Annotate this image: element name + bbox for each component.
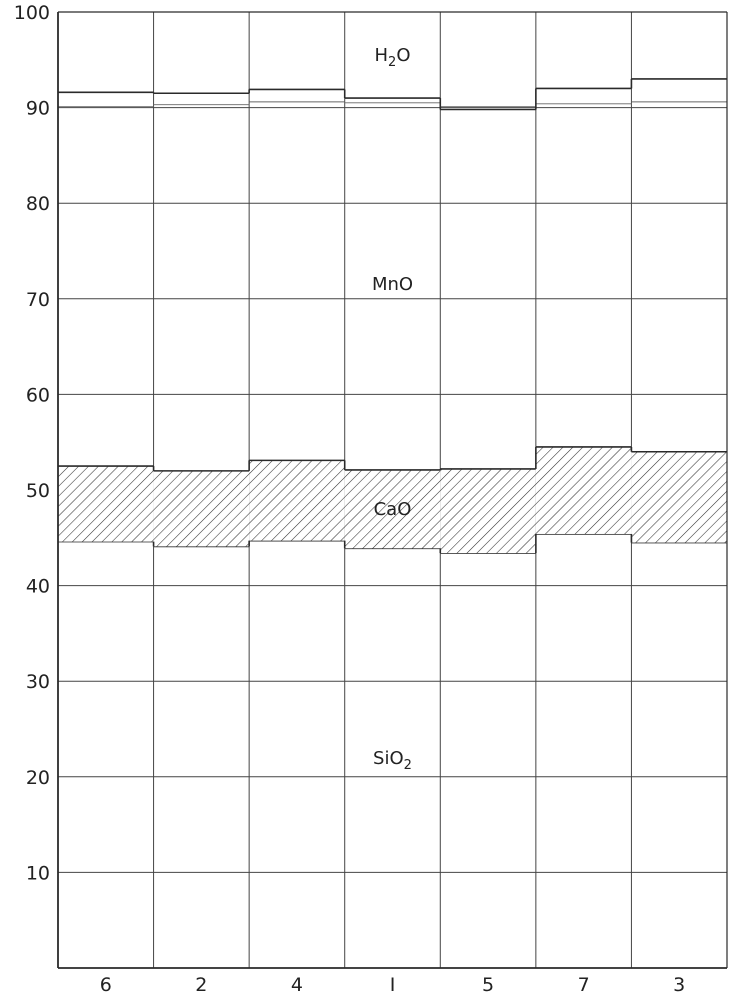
segment-cao-4 [249, 460, 345, 541]
x-category-label: 3 [673, 974, 685, 996]
y-tick-label: 40 [26, 576, 50, 598]
segment-h2o-5 [440, 12, 536, 110]
x-category-label: 2 [195, 974, 207, 996]
segment-cao-7 [535, 446, 632, 534]
segment-mno-7 [536, 88, 632, 447]
y-tick-label: 60 [26, 384, 50, 406]
segment-sio2-3 [631, 543, 727, 968]
axes-layer [57, 11, 728, 969]
segment-mno-6 [58, 92, 154, 466]
x-category-label: 5 [482, 974, 494, 996]
segment-cao-6 [58, 466, 154, 542]
y-tick-label: 20 [26, 767, 50, 789]
segment-sio2-4 [249, 541, 345, 968]
y-tick-label: 100 [14, 2, 50, 24]
segment-mno-2 [154, 93, 250, 471]
segment-h2o-7 [536, 12, 632, 88]
labels-layer: 10 20 30 40 50 60 70 80 90 100 6 2 4 I 5 7 3 SiO2 CaO MnO H2… [14, 2, 686, 996]
segment-h2o-2 [154, 12, 250, 93]
series-label-cao: CaO [374, 499, 412, 520]
segment-sio2-2 [154, 546, 250, 968]
x-category-label: 7 [578, 974, 590, 996]
segment-mno-5 [440, 110, 536, 469]
y-tick-label: 50 [26, 480, 50, 502]
segment-sio2-7 [536, 534, 632, 968]
y-tick-label: 80 [26, 193, 50, 215]
segment-h2o-4 [249, 12, 345, 89]
x-category-label: 4 [291, 974, 303, 996]
segment-mno-4 [249, 89, 345, 460]
x-category-label: 6 [100, 974, 112, 996]
segment-sio2-6 [58, 542, 154, 968]
series-label-sio2: SiO2 [373, 748, 412, 773]
x-category-label: I [390, 974, 396, 996]
segment-h2o-6 [58, 12, 154, 92]
y-tick-label: 90 [26, 98, 50, 120]
series-label-h2o: H2O [375, 45, 411, 70]
segment-sio2-5 [440, 553, 536, 968]
segment-cao-5 [440, 468, 536, 554]
segment-cao-3 [631, 451, 727, 543]
series-label-mno: MnO [372, 274, 413, 295]
y-tick-label: 10 [26, 862, 50, 884]
segment-h2o-3 [631, 12, 727, 79]
segment-cao-2 [153, 470, 250, 547]
segment-cao-I [344, 469, 441, 549]
segment-mno-3 [631, 79, 727, 452]
y-tick-label: 30 [26, 671, 50, 693]
y-tick-label: 70 [26, 289, 50, 311]
bars-layer [58, 12, 727, 968]
